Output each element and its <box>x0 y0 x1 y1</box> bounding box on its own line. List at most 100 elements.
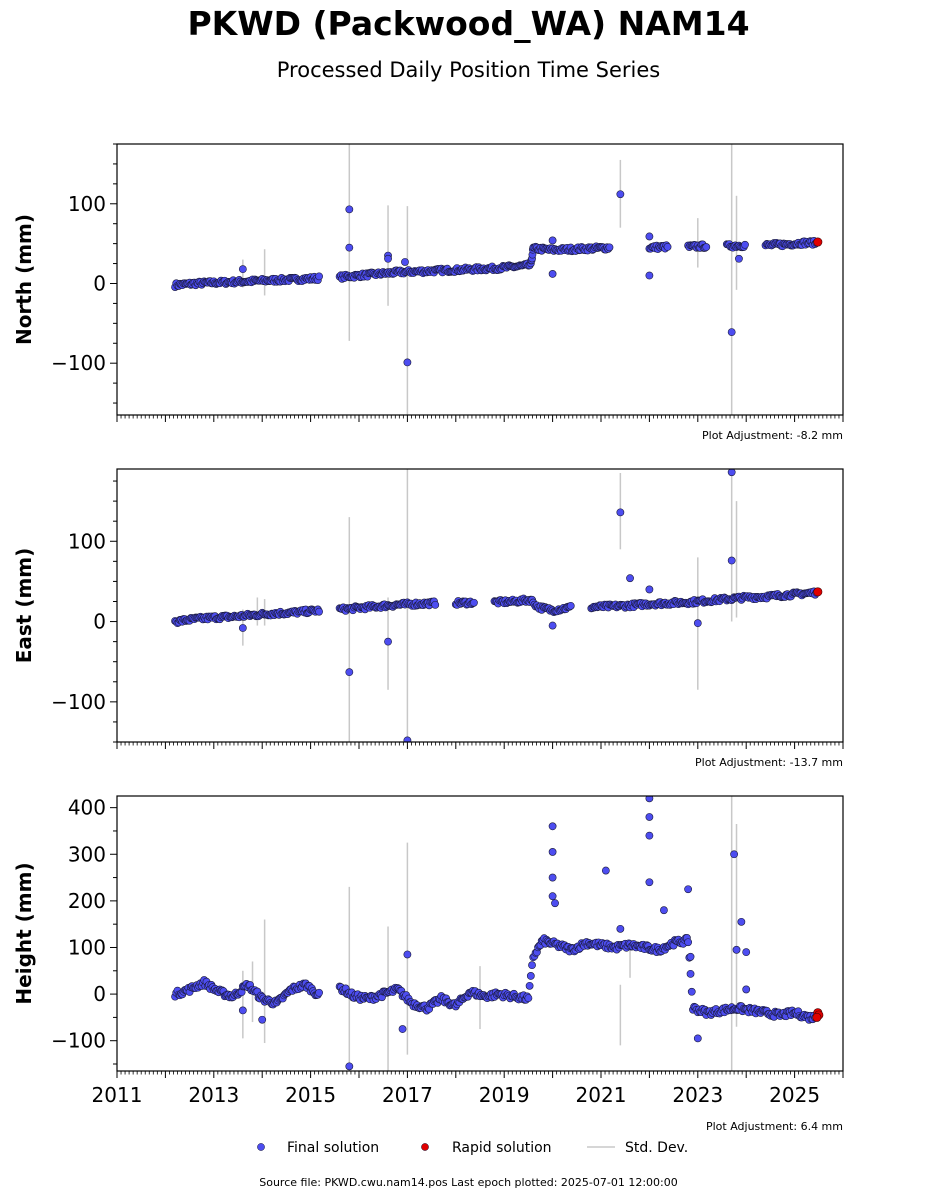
data-point <box>686 969 695 978</box>
outlier-point <box>345 1062 354 1071</box>
y-tick-label: 0 <box>93 271 106 295</box>
figure-subtitle: Processed Daily Position Time Series <box>276 58 661 82</box>
final-solution-markers <box>171 934 821 1024</box>
outlier-point <box>601 866 610 875</box>
y-tick-label: −100 <box>51 1029 106 1053</box>
x-tick-label: 2023 <box>672 1083 723 1107</box>
outlier-point <box>548 621 557 630</box>
y-tick-label: 0 <box>93 610 106 634</box>
outlier-point <box>345 243 354 252</box>
y-tick-label: −100 <box>51 690 106 714</box>
outlier-point <box>548 848 557 856</box>
outlier-point <box>548 822 557 831</box>
outlier-point <box>548 873 557 882</box>
rapid-solution-point <box>813 587 823 597</box>
legend-label: Rapid solution <box>452 1140 552 1156</box>
plot-area <box>171 469 823 742</box>
data-point <box>741 240 749 249</box>
outlier-point <box>742 985 751 994</box>
outlier-point <box>645 796 654 803</box>
x-tick-label: 2015 <box>285 1083 336 1107</box>
y-axis-label: Height (mm) <box>12 862 36 1004</box>
final-solution-markers <box>171 587 821 628</box>
outlier-point <box>401 258 409 266</box>
y-tick-label: 400 <box>68 796 106 820</box>
outlier-point <box>645 813 654 821</box>
outlier-point <box>616 508 625 517</box>
data-point <box>663 242 672 251</box>
outlier-point <box>645 831 654 840</box>
data-point <box>315 607 323 616</box>
data-point <box>526 972 535 980</box>
outlier-point <box>398 1025 407 1033</box>
outlier-point <box>238 1006 247 1015</box>
rapid-solution-point <box>812 1012 822 1022</box>
plot-frame <box>116 795 844 1072</box>
data-point <box>470 598 478 607</box>
x-tick-label: 2013 <box>188 1083 239 1107</box>
outlier-point <box>403 358 412 367</box>
data-point <box>524 994 533 1003</box>
plot-adjustment-note: Plot Adjustment: -8.2 mm <box>702 429 843 442</box>
outlier-point <box>548 892 557 901</box>
data-point <box>431 600 440 609</box>
y-tick-label: 0 <box>93 982 106 1006</box>
legend-label: Std. Dev. <box>625 1140 688 1156</box>
x-tick-label: 2011 <box>92 1083 143 1107</box>
outlier-point <box>384 637 392 646</box>
data-point <box>605 243 614 252</box>
outlier-point <box>345 668 354 677</box>
outlier-point <box>645 585 654 594</box>
data-point <box>315 988 323 997</box>
outlier-point <box>686 952 695 961</box>
outlier-point <box>238 624 247 632</box>
outlier-point <box>693 1034 702 1043</box>
plot-adjustment-note: Plot Adjustment: 6.4 mm <box>706 1120 843 1133</box>
outlier-point <box>258 1015 267 1024</box>
data-point <box>566 601 575 610</box>
y-tick-label: 100 <box>68 935 106 959</box>
outlier-point <box>238 265 247 274</box>
outlier-point <box>742 948 751 957</box>
outlier-point <box>727 556 736 565</box>
outlier-point <box>616 190 625 199</box>
x-tick-label: 2019 <box>479 1083 530 1107</box>
data-point <box>702 243 711 251</box>
outlier-point <box>403 736 412 742</box>
y-tick-label: 100 <box>68 529 106 553</box>
outlier-point <box>693 619 702 628</box>
outlier-point <box>548 236 557 245</box>
outlier-point <box>727 328 736 337</box>
data-point <box>525 981 534 990</box>
legend-marker <box>421 1143 429 1151</box>
panel-height: −100 0 100 200 300 400 2011 2013 2015 2017 2019 202… <box>12 795 844 1133</box>
data-point <box>315 272 323 281</box>
plot-frame <box>116 468 844 743</box>
x-tick-label: 2025 <box>769 1083 820 1107</box>
y-tick-label: 100 <box>68 192 106 216</box>
outlier-point <box>548 270 557 278</box>
outlier-point <box>660 906 668 915</box>
plot-adjustment-note: Plot Adjustment: -13.7 mm <box>695 756 843 769</box>
legend-label: Final solution <box>287 1140 379 1156</box>
outlier-point <box>403 950 412 959</box>
data-point <box>528 961 536 970</box>
outlier-point <box>384 254 392 263</box>
legend: Final solution Rapid solution Std. Dev. <box>257 1140 688 1156</box>
outlier-point <box>626 574 634 583</box>
panel-north: −100 0 100 North (mm) Plot Adjustment: -8.2 … <box>12 143 844 442</box>
y-axis-label: East (mm) <box>12 548 36 664</box>
x-tick-label: 2021 <box>576 1083 627 1107</box>
final-solution-markers <box>171 236 821 291</box>
outlier-point <box>551 899 559 908</box>
y-tick-label: 200 <box>68 889 106 913</box>
data-point <box>684 938 693 947</box>
plot-area <box>171 144 823 415</box>
y-tick-label: −100 <box>51 351 106 375</box>
outlier-point <box>727 469 736 477</box>
panel-east: −100 0 100 East (mm) Plot Adjustment: -13.7 … <box>12 468 844 769</box>
y-tick-label: 300 <box>68 842 106 866</box>
outlier-point <box>730 850 738 859</box>
outlier-point <box>737 917 746 926</box>
